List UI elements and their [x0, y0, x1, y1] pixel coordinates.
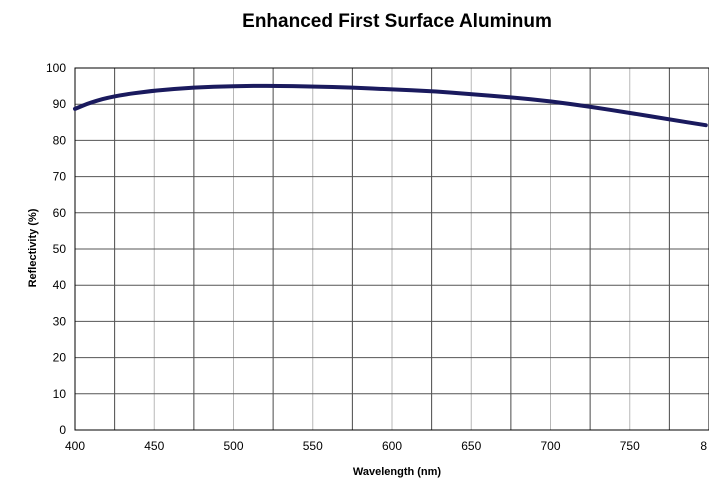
y-tick-label: 20 [53, 351, 67, 365]
y-tick-label: 40 [53, 278, 67, 292]
tick-labels: 0 10 20 30 40 50 60 70 80 90 100 400 450 500 550 600 650… [46, 61, 707, 453]
x-tick-label: 8 [700, 439, 707, 453]
y-tick-label: 80 [53, 133, 67, 147]
grid [75, 68, 709, 430]
y-axis-label: Reflectivity (%) [27, 208, 39, 287]
x-tick-label: 550 [303, 439, 323, 453]
y-tick-label: 90 [53, 97, 67, 111]
y-tick-label: 10 [53, 387, 67, 401]
y-tick-label: 100 [46, 61, 66, 75]
chart-title: Enhanced First Surface Aluminum [242, 11, 552, 32]
y-tick-label: 70 [53, 170, 67, 184]
x-tick-label: 500 [223, 439, 243, 453]
x-tick-label: 650 [461, 439, 481, 453]
y-tick-label: 50 [53, 242, 67, 256]
x-tick-label: 450 [144, 439, 164, 453]
plot-area [74, 67, 709, 431]
y-tick-label: 60 [53, 206, 67, 220]
y-tick-label: 30 [53, 314, 67, 328]
reflectivity-line [73, 83, 708, 128]
x-tick-label: 700 [540, 439, 560, 453]
x-tick-label: 750 [620, 439, 640, 453]
x-axis-label: Wavelength (nm) [353, 466, 442, 478]
x-tick-label: 400 [65, 439, 85, 453]
y-tick-label: 0 [59, 423, 66, 437]
x-tick-label: 600 [382, 439, 402, 453]
